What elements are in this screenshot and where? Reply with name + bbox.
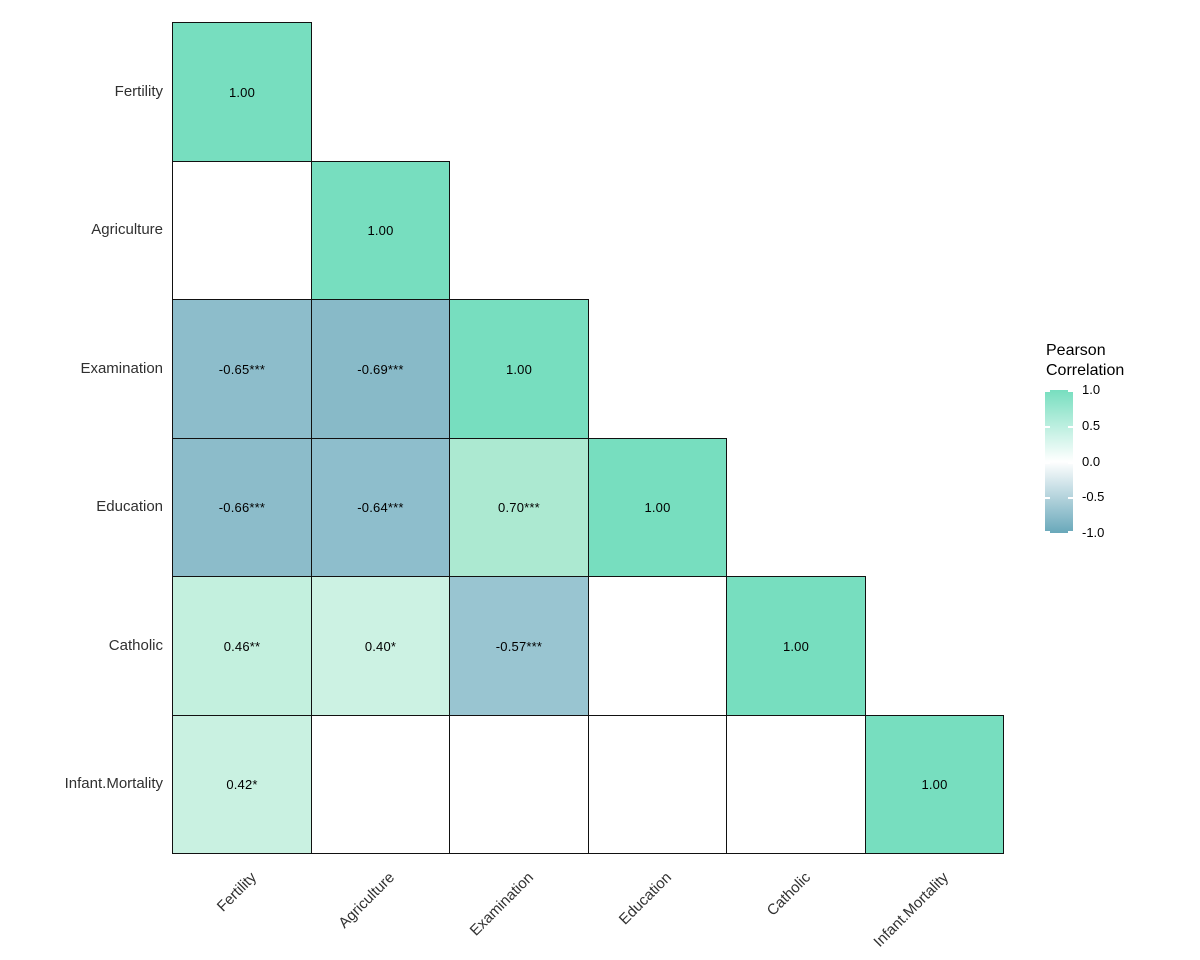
legend-tick-mark (1068, 425, 1073, 428)
correlation-value: 0.70*** (498, 500, 540, 515)
heatmap-cell: 0.70*** (449, 438, 589, 577)
y-axis-label: Examination (80, 359, 163, 377)
legend-tick-mark (1045, 531, 1050, 533)
x-axis-label: Agriculture (335, 869, 399, 932)
heatmap-cell-blank (588, 715, 727, 854)
x-axis-label: Education (615, 869, 676, 929)
y-axis-label: Infant.Mortality (64, 775, 163, 792)
heatmap-cell: -0.69*** (311, 299, 450, 439)
heatmap-cell: 1.00 (311, 161, 450, 300)
legend-title-line1: Pearson (1046, 342, 1106, 359)
heatmap-cell-blank (726, 715, 866, 854)
correlation-value: -0.57*** (495, 638, 543, 654)
legend-tick-label: 1.0 (1082, 382, 1101, 397)
heatmap-cell: -0.64*** (311, 438, 450, 577)
x-axis-label: Infant.Mortality (870, 869, 953, 951)
heatmap-cell: 0.40* (311, 576, 450, 716)
heatmap-cell-blank (172, 161, 312, 300)
heatmap-cell: -0.66*** (172, 438, 312, 577)
legend-tick-mark (1068, 497, 1073, 500)
correlation-value: 1.00 (782, 638, 810, 654)
correlation-value: 0.42* (226, 777, 258, 792)
correlation-value: -0.65*** (218, 361, 266, 377)
heatmap-cell: 1.00 (726, 576, 866, 716)
correlation-value: -0.64*** (357, 500, 404, 515)
legend-tick-label: -1.0 (1082, 525, 1105, 540)
y-axis-label: Education (96, 498, 163, 515)
y-axis-label: Fertility (114, 82, 163, 100)
correlation-value: 0.46** (223, 638, 261, 654)
legend-title: Pearson Correlation (1046, 341, 1124, 381)
legend-title-line2: Correlation (1046, 362, 1125, 379)
heatmap-cell: 1.00 (449, 299, 589, 439)
legend-tick-mark (1045, 390, 1050, 392)
legend-tick-mark (1045, 461, 1050, 464)
correlation-value: 0.40* (364, 638, 397, 654)
correlation-value: 1.00 (228, 84, 256, 100)
heatmap-cell: -0.57*** (449, 576, 589, 716)
heatmap-cell: 0.46** (172, 576, 312, 716)
heatmap-cell-blank (449, 715, 589, 854)
correlation-value: 1.00 (505, 361, 533, 377)
correlation-value: -0.66*** (218, 500, 266, 515)
heatmap-cell: -0.65*** (172, 299, 312, 439)
x-axis-label: Catholic (763, 869, 814, 920)
correlation-value: 1.00 (367, 223, 394, 238)
y-axis-label: Catholic (108, 636, 163, 654)
x-axis-label: Examination (466, 869, 537, 940)
x-axis-label: Fertility (213, 869, 260, 916)
heatmap-cell: 1.00 (172, 22, 312, 162)
legend-tick-label: 0.0 (1082, 453, 1101, 469)
heatmap-cell-blank (311, 715, 450, 854)
heatmap-cell: 1.00 (588, 438, 727, 577)
legend-tick-mark (1068, 461, 1073, 464)
legend-tick-mark (1068, 531, 1073, 533)
heatmap-cell: 0.42* (172, 715, 312, 854)
correlation-value: 1.00 (921, 777, 948, 792)
heatmap-cell: 1.00 (865, 715, 1004, 854)
legend-tick-label: -0.5 (1082, 489, 1105, 505)
correlation-value: -0.69*** (357, 361, 404, 377)
legend-tick-label: 0.5 (1082, 417, 1101, 433)
heatmap-cell-blank (588, 576, 727, 716)
correlation-value: 1.00 (644, 500, 671, 515)
legend-tick-mark (1068, 390, 1073, 392)
legend-tick-mark (1045, 497, 1050, 500)
y-axis-label: Agriculture (91, 221, 163, 238)
legend-tick-mark (1045, 425, 1050, 428)
